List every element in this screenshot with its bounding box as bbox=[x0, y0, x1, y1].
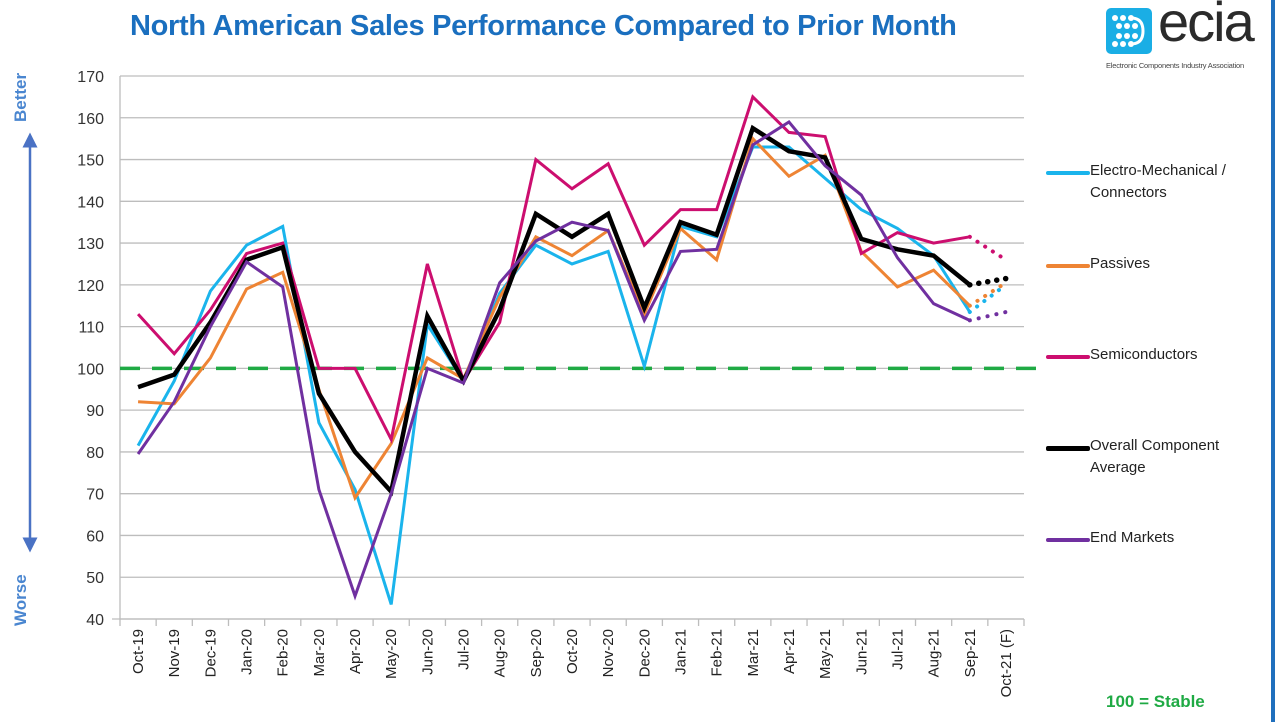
ecia-logo-icon bbox=[1106, 8, 1152, 54]
y-tick-label: 170 bbox=[77, 69, 104, 86]
y-tick-label: 120 bbox=[77, 278, 104, 295]
series-forecast-semiconductors bbox=[967, 234, 1008, 262]
legend-swatch bbox=[1046, 538, 1090, 542]
x-tick-label: Jun-20 bbox=[419, 629, 436, 675]
y-tick-label: 40 bbox=[86, 612, 104, 629]
chart-title: North American Sales Performance Compare… bbox=[130, 10, 957, 42]
x-tick-label: Sep-20 bbox=[528, 629, 545, 677]
x-tick-label: Jan-20 bbox=[239, 629, 256, 675]
y-tick-label: 150 bbox=[77, 153, 104, 170]
legend-label: Passives bbox=[1090, 255, 1151, 272]
x-tick-label: Dec-19 bbox=[202, 629, 219, 677]
right-border-rule bbox=[1271, 0, 1275, 722]
legend-item-electro-mechanical: Electro-Mechanical / Connectors bbox=[1046, 160, 1250, 204]
y-tick-label: 60 bbox=[86, 528, 104, 545]
x-tick-label: Apr-21 bbox=[781, 629, 798, 674]
x-tick-label: Jul-20 bbox=[456, 629, 473, 670]
stable-note: 100 = Stable bbox=[1106, 692, 1205, 711]
y-tick-label: 90 bbox=[86, 403, 104, 420]
x-tick-label: Oct-19 bbox=[130, 629, 147, 674]
legend-swatch bbox=[1046, 355, 1090, 359]
x-tick-label: Apr-20 bbox=[347, 629, 364, 674]
y-tick-label: 130 bbox=[77, 236, 104, 253]
y-tick-label: 70 bbox=[86, 487, 104, 504]
x-tick-label: Aug-20 bbox=[492, 629, 509, 677]
legend-item-end-markets: End Markets bbox=[1046, 527, 1250, 549]
x-tick-label: Mar-21 bbox=[745, 629, 762, 677]
x-tick-label: Feb-20 bbox=[275, 629, 292, 677]
series-forecast-end-markets bbox=[967, 309, 1008, 323]
series-line-electro-mechanical-connectors bbox=[136, 145, 972, 605]
x-tick-label: Nov-19 bbox=[166, 629, 183, 677]
y-tick-label: 160 bbox=[77, 111, 104, 128]
legend-label: Overall Component Average bbox=[1090, 437, 1220, 476]
x-tick-label: Feb-21 bbox=[709, 629, 726, 677]
x-tick-label: Jul-21 bbox=[889, 629, 906, 670]
x-tick-label: Oct-21 (F) bbox=[998, 629, 1015, 697]
legend-item-semiconductors: Semiconductors bbox=[1046, 344, 1250, 366]
y-tick-label: 100 bbox=[77, 361, 104, 378]
x-tick-label: Dec-20 bbox=[636, 629, 653, 677]
legend-item-passives: Passives bbox=[1046, 253, 1250, 275]
y-tick-label: 140 bbox=[77, 194, 104, 211]
legend-item-overall-average: Overall Component Average bbox=[1046, 435, 1250, 479]
x-tick-label: May-21 bbox=[817, 629, 834, 679]
legend-label: End Markets bbox=[1090, 529, 1175, 546]
series-forecast-electro-mechanical-connectors bbox=[967, 282, 1008, 314]
x-tick-label: Jun-21 bbox=[853, 629, 870, 675]
x-tick-label: May-20 bbox=[383, 629, 400, 679]
legend-swatch bbox=[1046, 171, 1090, 175]
series-line-end-markets bbox=[136, 119, 971, 601]
y-tick-label: 110 bbox=[78, 320, 104, 337]
series-forecast-passives bbox=[967, 280, 1008, 308]
ecia-wordmark: ecia bbox=[1158, 0, 1255, 53]
x-tick-label: Sep-21 bbox=[962, 629, 979, 677]
legend-label: Electro-Mechanical / Connectors bbox=[1090, 162, 1226, 201]
y-tick-label: 80 bbox=[86, 445, 104, 462]
legend-swatch bbox=[1046, 446, 1090, 451]
series-forecast-overall-component-average bbox=[967, 275, 1009, 288]
x-tick-label: Aug-21 bbox=[926, 629, 943, 677]
x-tick-label: Mar-20 bbox=[311, 629, 328, 677]
series-line-semiconductors bbox=[136, 94, 971, 444]
legend-label: Semiconductors bbox=[1090, 346, 1198, 363]
y-tick-label: 50 bbox=[86, 570, 104, 587]
x-tick-label: Jan-21 bbox=[672, 629, 689, 675]
x-tick-label: Oct-20 bbox=[564, 629, 581, 674]
x-tick-label: Nov-20 bbox=[600, 629, 617, 677]
ecia-subtitle: Electronic Components Industry Associati… bbox=[1106, 61, 1244, 70]
ecia-logo: ecia Electronic Components Industry Asso… bbox=[1104, 0, 1262, 70]
legend-swatch bbox=[1046, 264, 1090, 268]
series-line-passives bbox=[137, 135, 971, 502]
